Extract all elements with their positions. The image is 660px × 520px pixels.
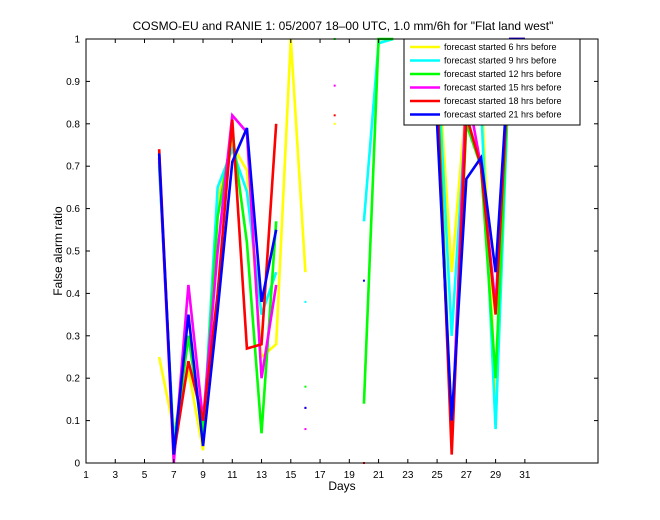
- data-point: [333, 84, 336, 87]
- x-tick-label: 9: [200, 470, 206, 481]
- legend-label: forecast started 21 hrs before: [444, 110, 562, 120]
- chart-title: COSMO-EU and RANIE 1: 05/2007 18–00 UTC,…: [133, 19, 554, 33]
- series-line: [157, 127, 278, 455]
- legend-label: forecast started 12 hrs before: [444, 69, 562, 79]
- data-point: [304, 428, 307, 431]
- x-tick-label: 25: [432, 470, 444, 481]
- legend: forecast started 6 hrs before forecast st…: [403, 38, 581, 126]
- x-tick-label: 15: [285, 470, 297, 481]
- y-axis-title: False alarm ratio: [51, 206, 65, 296]
- y-tick-label: 0.5: [66, 247, 80, 258]
- legend-items: forecast started 6 hrs before forecast st…: [410, 42, 562, 120]
- x-tick-label: 5: [142, 470, 148, 481]
- legend-label: forecast started 6 hrs before: [444, 42, 557, 52]
- x-tick-label: 19: [344, 470, 356, 481]
- legend-box: [403, 38, 581, 126]
- y-tick-label: 0: [74, 459, 80, 470]
- x-tick-label: 31: [519, 470, 531, 481]
- data-point: [304, 406, 307, 409]
- y-tick-label: 0.2: [66, 374, 80, 385]
- data-point: [362, 279, 365, 282]
- x-tick-label: 1: [83, 470, 89, 481]
- x-tick-label: 13: [256, 470, 268, 481]
- series-line: [157, 119, 278, 455]
- y-tick-label: 0.7: [66, 162, 80, 173]
- y-tick-label: 0.3: [66, 331, 80, 342]
- data-point: [333, 114, 336, 117]
- y-tick-label: 0.9: [66, 77, 80, 88]
- x-tick-label: 3: [112, 470, 118, 481]
- axis-layer: 1 3 5 7 9 11 13 15 17 19 21 23 25 27 29 3100.10.20.30.4…: [66, 35, 598, 481]
- x-tick-label: 7: [171, 470, 177, 481]
- data-point: [304, 385, 307, 388]
- data-point: [333, 122, 336, 125]
- y-tick-label: 1: [74, 35, 80, 46]
- legend-label: forecast started 18 hrs before: [444, 96, 562, 106]
- y-tick-label: 0.4: [66, 289, 80, 300]
- x-tick-label: 21: [373, 470, 385, 481]
- y-tick-label: 0.8: [66, 119, 80, 130]
- x-tick-label: 29: [490, 470, 502, 481]
- x-tick-label: 11: [227, 470, 238, 481]
- x-tick-label: 17: [314, 470, 326, 481]
- data-point: [304, 300, 307, 303]
- x-axis-title: Days: [328, 479, 355, 493]
- legend-label: forecast started 9 hrs before: [444, 56, 557, 66]
- y-tick-label: 0.1: [66, 416, 80, 427]
- y-tick-label: 0.6: [66, 204, 80, 215]
- x-tick-label: 27: [461, 470, 473, 481]
- x-tick-label: 23: [402, 470, 414, 481]
- legend-label: forecast started 15 hrs before: [444, 83, 562, 93]
